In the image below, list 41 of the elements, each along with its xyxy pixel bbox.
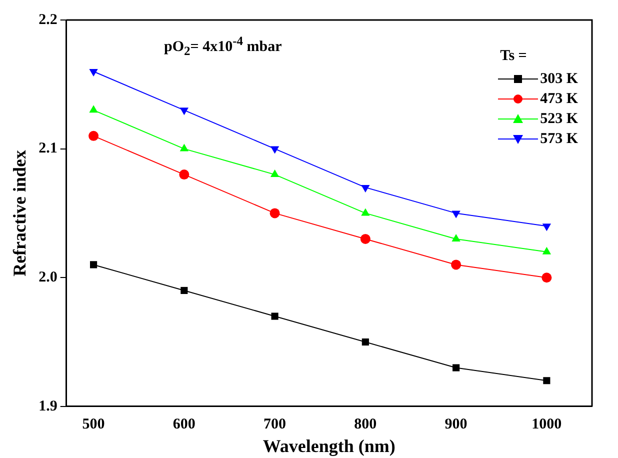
x-tick-label: 900 bbox=[444, 416, 468, 432]
legend-label: 573 K bbox=[540, 130, 578, 148]
point bbox=[543, 377, 550, 384]
y-axis-title: Refractive index bbox=[9, 150, 30, 276]
x-tick-label: 700 bbox=[264, 416, 286, 432]
y-tick-label: 2.2 bbox=[38, 12, 58, 28]
y-tick-label: 2.1 bbox=[38, 140, 58, 157]
point bbox=[89, 69, 98, 77]
point bbox=[180, 108, 188, 116]
point bbox=[179, 170, 190, 180]
x-tick-label: 800 bbox=[354, 416, 377, 432]
x-tick-label: 500 bbox=[82, 416, 105, 432]
point bbox=[180, 144, 188, 152]
point bbox=[361, 184, 370, 192]
point bbox=[89, 105, 98, 113]
point bbox=[452, 210, 460, 218]
legend-label: 473 K bbox=[540, 90, 578, 108]
point bbox=[270, 208, 280, 218]
x-tick-label: 1000 bbox=[532, 416, 562, 432]
point bbox=[90, 261, 98, 268]
annotation: pO$_{2}$= 4x10$^{-4}$ mbar bbox=[164, 34, 282, 59]
point bbox=[542, 224, 552, 232]
point bbox=[180, 286, 188, 294]
legend-label: 303 K bbox=[540, 70, 578, 88]
point bbox=[542, 272, 552, 283]
point bbox=[361, 208, 370, 216]
point bbox=[360, 234, 370, 244]
point bbox=[88, 130, 99, 141]
y-tick-label: 1.9 bbox=[38, 398, 58, 414]
x-axis-title: Wavelength (nm) bbox=[262, 436, 396, 456]
point bbox=[271, 312, 278, 320]
point bbox=[270, 170, 280, 178]
point bbox=[451, 260, 462, 270]
legend-label: 523 K bbox=[540, 110, 578, 128]
point bbox=[362, 338, 369, 346]
point bbox=[270, 146, 280, 154]
y-tick-label: 2.0 bbox=[38, 269, 58, 286]
point bbox=[542, 246, 552, 254]
point bbox=[452, 364, 460, 372]
legend-title: Ts = bbox=[500, 48, 528, 65]
x-tick-label: 600 bbox=[172, 416, 196, 432]
